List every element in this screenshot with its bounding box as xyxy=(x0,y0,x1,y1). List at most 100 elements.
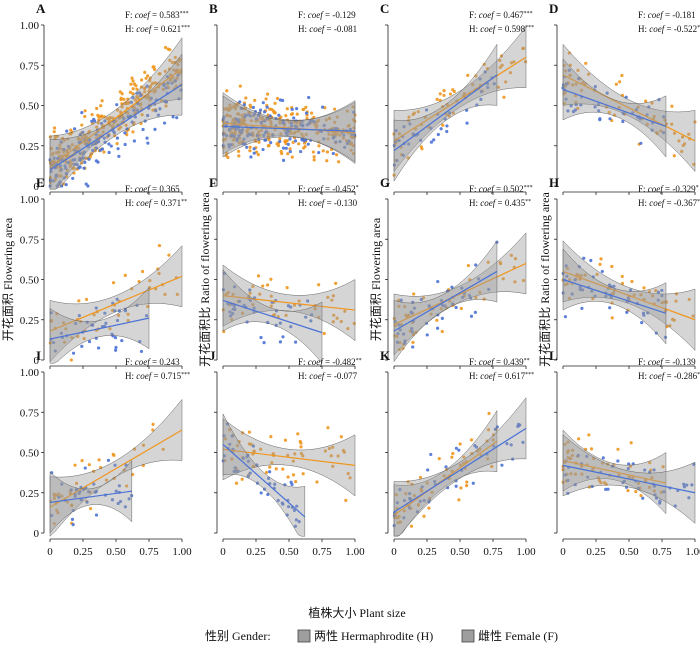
data-point-h xyxy=(170,81,174,85)
data-point-f xyxy=(275,96,280,101)
data-point-h xyxy=(277,113,281,117)
data-point-f xyxy=(258,116,262,120)
data-point-f xyxy=(146,304,150,309)
data-point-h xyxy=(112,130,116,135)
confidence-band-h xyxy=(393,397,527,537)
data-point-h xyxy=(309,319,313,323)
data-point-f xyxy=(151,422,155,426)
data-point-f xyxy=(586,72,591,76)
data-point-h xyxy=(427,304,431,308)
data-point-h xyxy=(577,265,581,269)
data-point-h xyxy=(80,344,84,348)
data-point-f xyxy=(457,498,461,502)
data-point-h xyxy=(662,115,666,119)
data-point-f xyxy=(562,63,566,68)
data-point-h xyxy=(51,179,55,183)
data-point-f xyxy=(279,132,283,136)
data-point-h xyxy=(590,289,594,293)
data-point-h xyxy=(237,120,241,124)
data-point-h xyxy=(454,484,458,488)
data-point-h xyxy=(271,133,275,137)
data-point-h xyxy=(634,107,639,112)
panel-L: 0 0.25 0.50 0.75 1.00 L F: coef = -0.139 H: coe… xyxy=(549,348,700,558)
data-point-h xyxy=(258,108,263,112)
data-point-f xyxy=(636,105,640,109)
data-point-f xyxy=(498,58,502,63)
data-point-f xyxy=(61,150,66,154)
data-point-h xyxy=(570,292,574,296)
data-point-f xyxy=(152,67,157,72)
data-point-f xyxy=(569,472,573,476)
y-axis-label: 开花面积 Flowering area xyxy=(0,217,15,341)
data-point-f xyxy=(568,278,572,282)
data-point-f xyxy=(441,123,445,127)
data-point-f xyxy=(54,493,59,497)
data-point-h xyxy=(145,84,149,88)
data-point-h xyxy=(146,113,150,118)
data-point-f xyxy=(240,477,244,481)
y-tick-label: 0.25 xyxy=(20,141,40,153)
data-point-f xyxy=(435,97,439,101)
data-point-f xyxy=(617,105,621,110)
coef-annotation-f: F: coef = -0.482** xyxy=(298,357,362,367)
data-point-h xyxy=(115,103,119,107)
data-point-f xyxy=(437,457,441,461)
data-point-f xyxy=(482,62,486,67)
data-point-h xyxy=(342,133,346,137)
coef-annotation-h: H: coef = 0.715*** xyxy=(125,371,190,381)
data-point-h xyxy=(317,150,321,155)
data-point-f xyxy=(629,441,633,445)
data-point-f xyxy=(236,112,240,116)
data-point-f xyxy=(351,144,355,148)
data-point-h xyxy=(59,140,63,144)
data-point-f xyxy=(258,292,262,296)
data-point-h xyxy=(86,184,90,188)
data-point-f xyxy=(284,141,288,146)
data-point-h xyxy=(293,139,298,143)
data-point-f xyxy=(117,127,121,131)
data-point-f xyxy=(108,327,112,331)
data-point-h xyxy=(222,454,227,458)
data-point-f xyxy=(148,279,152,283)
data-point-h xyxy=(652,468,656,472)
data-point-f xyxy=(411,112,415,117)
data-point-h xyxy=(307,95,311,100)
data-point-f xyxy=(148,84,153,88)
data-point-f xyxy=(471,82,475,87)
data-point-h xyxy=(425,333,429,337)
data-point-f xyxy=(584,61,588,65)
confidence-band-f xyxy=(49,398,183,537)
data-point-f xyxy=(52,496,57,500)
data-point-f xyxy=(268,118,272,122)
data-point-f xyxy=(425,481,429,485)
data-point-f xyxy=(655,131,659,136)
data-point-f xyxy=(420,489,424,493)
data-point-h xyxy=(156,113,160,117)
data-point-h xyxy=(640,320,644,325)
data-point-f xyxy=(639,293,643,297)
data-point-f xyxy=(49,147,54,151)
data-point-h xyxy=(66,144,71,149)
panel-label: E xyxy=(36,175,45,190)
panel-label: L xyxy=(549,348,558,363)
data-point-f xyxy=(52,126,57,130)
data-point-f xyxy=(659,129,663,133)
data-point-f xyxy=(99,104,103,108)
data-point-h xyxy=(586,475,590,479)
panel-D: D F: coef = -0.181 H: coef = -0.522*** xyxy=(549,1,700,195)
data-point-f xyxy=(297,299,301,303)
data-point-h xyxy=(91,148,95,153)
data-point-f xyxy=(291,459,295,463)
data-point-f xyxy=(573,472,578,476)
data-point-f xyxy=(407,313,411,317)
data-point-f xyxy=(576,437,581,441)
data-point-f xyxy=(95,106,99,111)
data-point-h xyxy=(141,127,145,132)
data-point-f xyxy=(459,306,463,311)
data-point-h xyxy=(402,498,407,503)
data-point-h xyxy=(227,143,231,147)
data-point-f xyxy=(326,295,330,299)
data-point-h xyxy=(397,323,401,327)
data-point-f xyxy=(333,120,337,124)
data-point-h xyxy=(71,351,76,355)
